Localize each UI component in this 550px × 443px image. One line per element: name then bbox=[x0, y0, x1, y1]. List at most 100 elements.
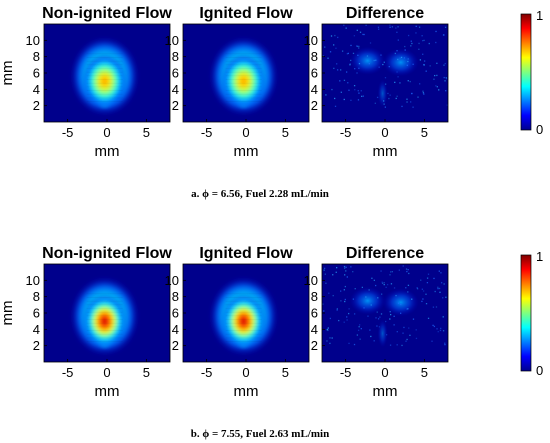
diff-speckle bbox=[352, 52, 355, 55]
diff-speckle bbox=[343, 24, 345, 26]
diff-lobe-left bbox=[349, 46, 386, 75]
diff-lobe-right bbox=[382, 288, 419, 317]
row-caption: a. ϕ = 6.56, Fuel 2.28 mL/min bbox=[191, 188, 329, 200]
diff-speckle bbox=[396, 31, 398, 33]
x-tick-label: 5 bbox=[143, 365, 150, 380]
panel-frame bbox=[321, 263, 449, 363]
diff-speckle bbox=[406, 308, 408, 310]
diff-speckle bbox=[420, 279, 422, 281]
diff-speckle bbox=[334, 97, 336, 100]
diff-speckle bbox=[391, 271, 393, 273]
diff-speckle bbox=[323, 310, 325, 312]
diff-speckle bbox=[406, 338, 408, 341]
diff-speckle bbox=[336, 309, 338, 311]
diff-speckle bbox=[360, 328, 362, 330]
diff-speckle bbox=[408, 327, 410, 329]
diff-speckle bbox=[344, 300, 346, 303]
diff-speckle bbox=[390, 271, 392, 273]
diff-speckle bbox=[346, 53, 349, 55]
diff-speckle bbox=[374, 102, 376, 104]
x-axis-label: mm bbox=[95, 383, 120, 400]
diff-speckle bbox=[443, 283, 445, 285]
heatmap-image bbox=[322, 24, 448, 108]
diff-speckle bbox=[421, 35, 423, 37]
heatmap-background bbox=[322, 264, 448, 362]
panel-flow: Ignited Flow 246 810 -5 0 5 mm bbox=[165, 5, 310, 160]
x-tick-label: 0 bbox=[103, 125, 110, 140]
diff-speckle bbox=[365, 24, 367, 26]
diff-speckle bbox=[359, 338, 361, 340]
y-tick-label: 2 bbox=[311, 338, 318, 353]
diff-speckle bbox=[435, 85, 437, 87]
diff-speckle bbox=[365, 296, 367, 298]
diff-speckle bbox=[427, 273, 430, 275]
diff-speckle bbox=[336, 63, 338, 65]
diff-speckle bbox=[322, 303, 324, 305]
diff-speckle bbox=[435, 41, 437, 44]
diff-speckle bbox=[406, 101, 408, 103]
diff-speckle bbox=[425, 70, 427, 72]
diff-speckle bbox=[352, 298, 355, 300]
diff-speckle bbox=[403, 57, 406, 59]
y-tick-label: 6 bbox=[33, 66, 40, 81]
diff-speckle bbox=[418, 26, 421, 28]
diff-speckle bbox=[444, 26, 447, 28]
diff-speckle bbox=[389, 24, 391, 26]
diff-speckle bbox=[331, 88, 333, 91]
diff-speckle bbox=[340, 91, 342, 93]
diff-speckle bbox=[412, 318, 415, 320]
diff-speckle bbox=[395, 97, 397, 100]
diff-speckle bbox=[408, 272, 410, 275]
diff-speckle bbox=[376, 96, 379, 99]
diff-speckle bbox=[445, 77, 448, 80]
diff-speckle bbox=[326, 329, 328, 331]
y-tick-label: 6 bbox=[172, 66, 179, 81]
diff-speckle bbox=[324, 273, 327, 275]
diff-speckle bbox=[442, 297, 444, 299]
diff-speckle bbox=[411, 92, 413, 95]
y-tick-label: 4 bbox=[33, 322, 40, 337]
diff-speckle bbox=[337, 36, 339, 39]
diff-speckle bbox=[397, 58, 399, 61]
diff-speckle bbox=[360, 90, 362, 92]
diff-speckle bbox=[357, 99, 360, 101]
diff-speckle bbox=[347, 52, 350, 55]
diff-speckle bbox=[388, 65, 390, 68]
diff-speckle bbox=[322, 55, 325, 57]
panel-title: Difference bbox=[346, 5, 424, 22]
y-tick-label: 2 bbox=[172, 338, 179, 353]
diff-speckle bbox=[330, 35, 333, 37]
diff-speckle bbox=[353, 313, 356, 315]
diff-speckle bbox=[435, 30, 437, 33]
heatmap-image bbox=[322, 265, 447, 348]
diff-speckle bbox=[415, 329, 417, 331]
x-tick-label: 0 bbox=[242, 365, 249, 380]
diff-speckle bbox=[407, 308, 409, 310]
diff-speckle bbox=[344, 298, 346, 301]
diff-speckle bbox=[409, 80, 411, 83]
diff-speckle bbox=[394, 81, 396, 84]
diff-speckle bbox=[402, 332, 404, 334]
y-tick-label: 2 bbox=[33, 338, 40, 353]
diff-speckle bbox=[432, 306, 435, 308]
diff-speckle bbox=[407, 291, 409, 293]
diff-speckle bbox=[399, 82, 401, 84]
diff-speckle bbox=[357, 54, 359, 56]
diff-speckle bbox=[380, 293, 383, 295]
diff-speckle bbox=[356, 72, 358, 74]
x-tick-label: -5 bbox=[340, 365, 352, 380]
diff-speckle bbox=[353, 84, 356, 87]
diff-speckle bbox=[436, 328, 438, 330]
diff-speckle bbox=[343, 265, 346, 268]
diff-speckle bbox=[373, 59, 375, 62]
heatmap-image bbox=[209, 37, 278, 116]
diff-speckle bbox=[363, 307, 365, 309]
diff-speckle bbox=[438, 89, 440, 91]
diff-speckle bbox=[423, 39, 425, 42]
diff-speckle bbox=[350, 44, 352, 47]
diff-speckle bbox=[328, 292, 330, 294]
diff-speckle bbox=[433, 325, 436, 328]
diff-speckle bbox=[442, 316, 444, 318]
diff-speckle bbox=[407, 58, 409, 60]
